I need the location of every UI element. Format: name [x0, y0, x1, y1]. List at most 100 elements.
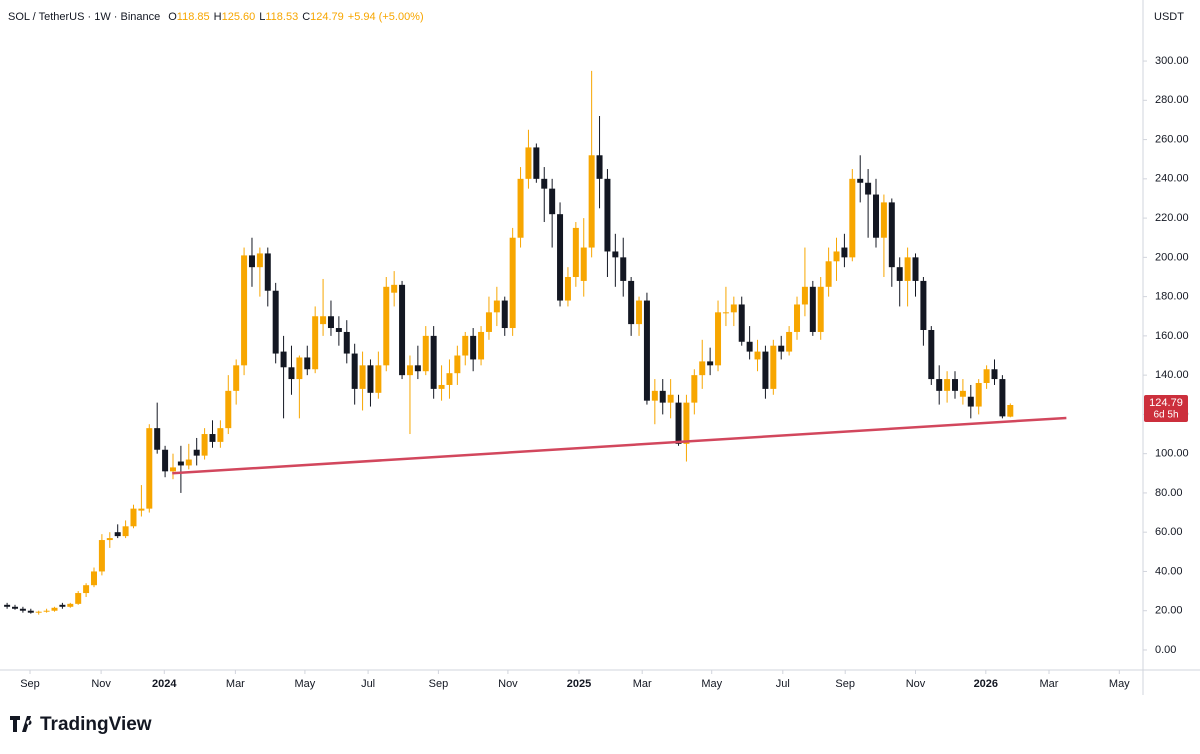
candle-body [880, 202, 887, 238]
currency: USDT [1154, 11, 1184, 23]
candle-body [612, 251, 619, 258]
candle-body [193, 449, 200, 456]
candle-body [746, 341, 753, 352]
x-tick-label: 2025 [567, 678, 591, 690]
y-tick-label: 60.00 [1155, 526, 1183, 538]
candle-body [106, 538, 113, 541]
y-tick-label: 300.00 [1155, 55, 1189, 67]
candle-body [43, 610, 50, 612]
candle-body [225, 390, 232, 429]
candle-body [122, 526, 129, 537]
candle-body [904, 257, 911, 281]
candle-body [588, 155, 595, 248]
y-tick-label: 220.00 [1155, 212, 1189, 224]
x-tick-label: May [701, 678, 722, 690]
candle-body [944, 379, 951, 391]
candle-body [399, 284, 406, 376]
candle-body [841, 247, 848, 258]
tradingview-logo: TradingView [10, 714, 152, 735]
candle-body [975, 382, 982, 407]
candle-body [620, 257, 627, 281]
y-tick-label: 160.00 [1155, 330, 1189, 342]
candle-body [754, 351, 761, 360]
last-price: 124.79 [1149, 397, 1183, 409]
candle-body [304, 357, 311, 370]
candle-body [833, 251, 840, 262]
candle-body [138, 508, 145, 511]
candle-body [659, 390, 666, 403]
candle-body [707, 361, 714, 366]
candle-body [817, 286, 824, 332]
candle-body [201, 434, 208, 456]
candle-body [146, 428, 153, 509]
candle-body [35, 611, 42, 613]
brand: TradingView [40, 714, 152, 735]
candle-body [651, 390, 658, 401]
candle-body [217, 428, 224, 442]
candle-body [738, 304, 745, 342]
candle-body [675, 402, 682, 444]
candle-body [51, 607, 58, 611]
candle-body [1007, 405, 1014, 417]
candle-body [83, 585, 90, 594]
candle-body [375, 365, 382, 393]
candle-body [541, 178, 548, 189]
candle-body [154, 428, 161, 450]
candle-body [438, 384, 445, 389]
candle-body [162, 449, 169, 472]
legend: SOL / TetherUS · 1W · Binance O118.85 H125… [8, 11, 424, 23]
candle-body [430, 335, 437, 389]
x-tick-label: Nov [91, 678, 111, 690]
candle-body [114, 532, 121, 537]
candle-body [177, 461, 184, 466]
candle-body [557, 214, 564, 301]
candle-body [485, 312, 492, 332]
candle-body [248, 255, 255, 268]
candle-body [533, 147, 540, 179]
candle-body [873, 194, 880, 238]
candle-body [643, 300, 650, 401]
candle-body [959, 390, 966, 397]
candle-body [288, 367, 295, 380]
countdown: 6d 5h [1153, 410, 1178, 421]
candle-body [628, 280, 635, 325]
candle-body [296, 357, 303, 380]
candle-body [849, 178, 856, 258]
y-tick-label: 280.00 [1155, 94, 1189, 106]
legend-key: L [259, 11, 265, 23]
candle-body [312, 316, 319, 370]
x-tick-label: Mar [633, 678, 652, 690]
legend-key: H [214, 11, 222, 23]
x-tick-label: Sep [835, 678, 855, 690]
candle-body [335, 328, 342, 332]
candle-body [564, 276, 571, 301]
candle-body [359, 365, 366, 389]
candle-body [991, 369, 998, 380]
candle-body [762, 351, 769, 389]
legend-value: 118.53 [265, 11, 298, 23]
legend-value: 124.79 [310, 11, 344, 23]
candle-body [280, 351, 287, 368]
candle-body [517, 178, 524, 238]
candle-body [825, 261, 832, 287]
candle-body [4, 604, 11, 607]
x-tick-label: Jul [776, 678, 790, 690]
x-tick-label: Sep [429, 678, 449, 690]
legend-value: 118.85 [177, 11, 210, 23]
y-tick-label: 80.00 [1155, 487, 1183, 499]
candle-body [636, 300, 643, 325]
candle-body [19, 608, 26, 611]
x-tick-label: 2026 [974, 678, 998, 690]
candle-body [967, 396, 974, 407]
candle-body [730, 304, 737, 313]
x-tick-label: Mar [1040, 678, 1059, 690]
candle-body [778, 345, 785, 352]
candle-body [715, 312, 722, 366]
candle-body [233, 365, 240, 391]
candle-body [327, 316, 334, 329]
candle-body [722, 312, 729, 314]
candle-body [446, 373, 453, 385]
trendline [172, 416, 1067, 475]
candle-body [691, 375, 698, 403]
